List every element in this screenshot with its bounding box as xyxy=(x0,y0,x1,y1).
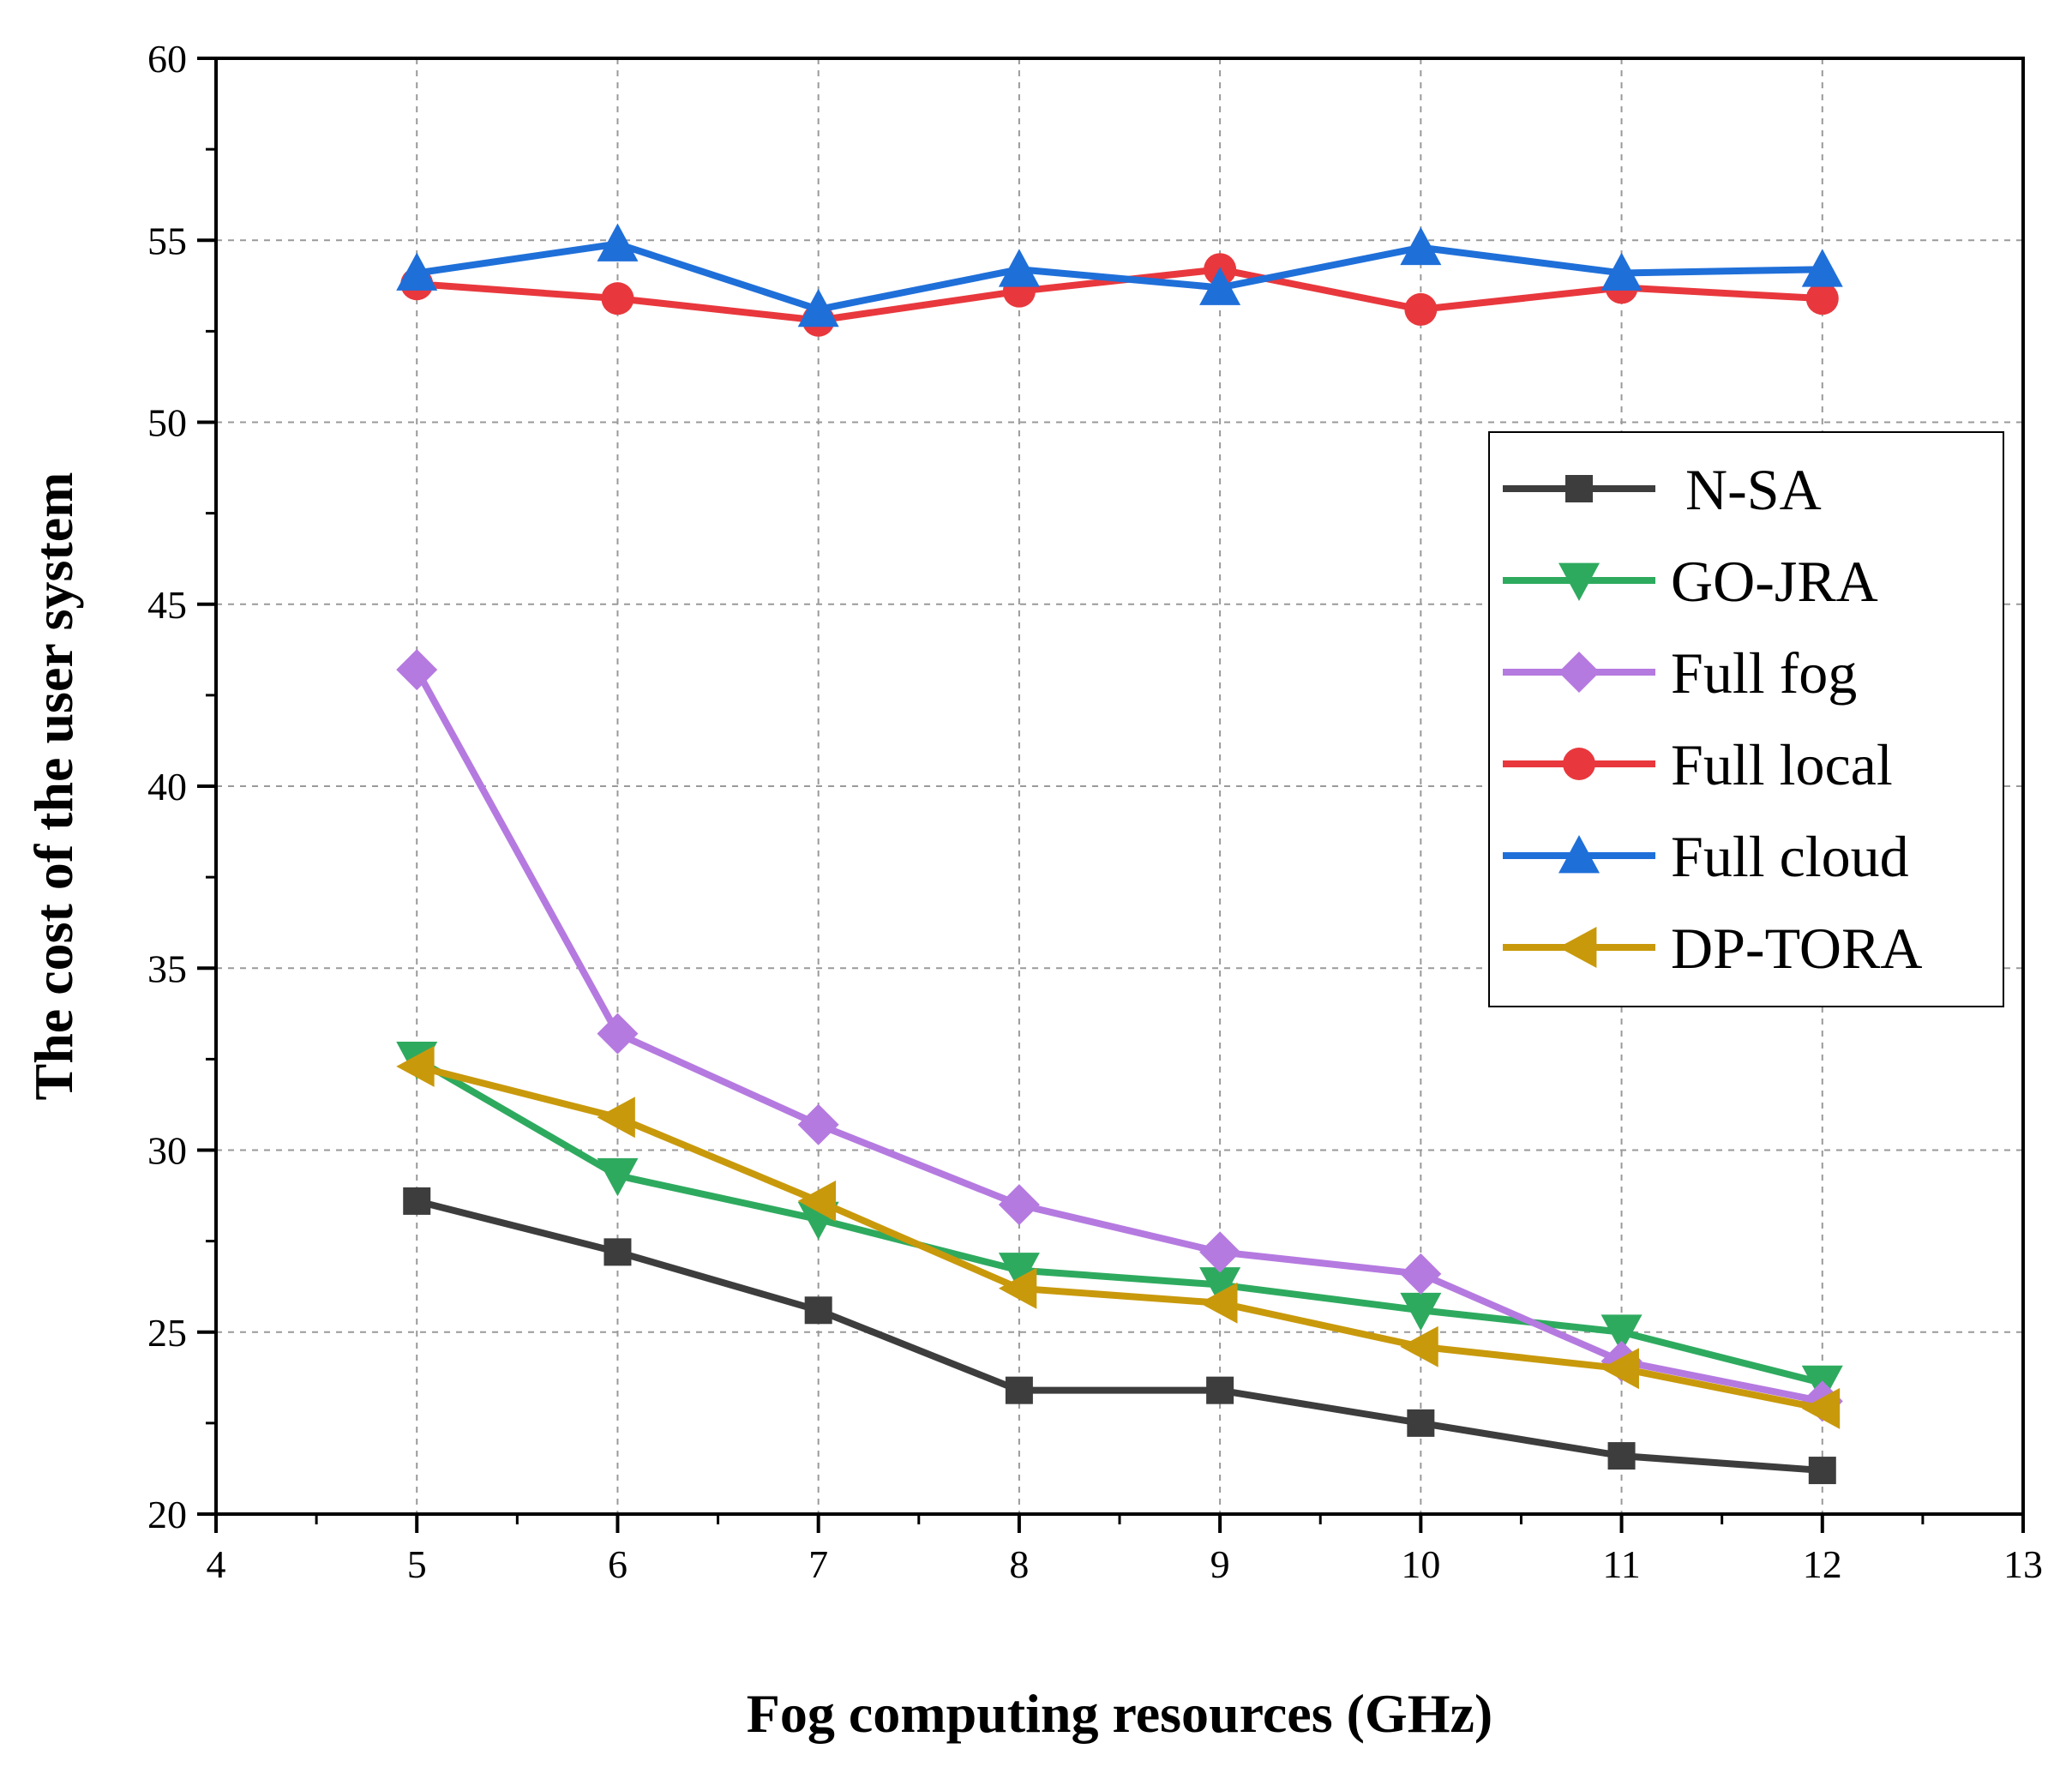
data-point-full-cloud xyxy=(998,249,1040,287)
x-tick-label: 7 xyxy=(808,1542,828,1586)
data-point-go-jra xyxy=(998,1253,1040,1291)
series-n-sa xyxy=(403,1187,1836,1485)
data-point-n-sa xyxy=(1607,1442,1636,1470)
data-point-full-local xyxy=(601,282,634,316)
x-tick-label: 9 xyxy=(1210,1542,1230,1586)
legend-marker-full-fog xyxy=(1559,652,1600,693)
data-point-dp-tora xyxy=(396,1045,435,1087)
y-tick-label: 35 xyxy=(147,947,187,990)
series-line-dp-tora xyxy=(416,1062,1823,1412)
data-point-n-sa xyxy=(604,1238,632,1266)
data-point-full-fog xyxy=(597,1013,639,1055)
y-tick-label: 50 xyxy=(147,401,187,445)
data-point-dp-tora xyxy=(1400,1325,1438,1367)
legend-label: Full local xyxy=(1671,732,1893,797)
y-tick-label: 30 xyxy=(147,1129,187,1173)
legend-label: N-SA xyxy=(1671,457,1822,522)
data-point-n-sa xyxy=(804,1296,832,1325)
series-line-go-jra xyxy=(415,1055,1823,1387)
x-tick-label: 6 xyxy=(608,1542,628,1586)
x-tick-label: 8 xyxy=(1009,1542,1029,1586)
data-point-full-cloud xyxy=(1801,249,1843,287)
data-point-full-cloud xyxy=(396,252,438,291)
x-tick-label: 10 xyxy=(1401,1542,1440,1586)
series-line-n-sa xyxy=(416,1198,1823,1475)
series-full-cloud xyxy=(396,223,1843,328)
legend-marker-full-cloud xyxy=(1559,835,1600,874)
data-point-dp-tora xyxy=(998,1267,1037,1309)
data-point-dp-tora xyxy=(1199,1282,1238,1324)
data-point-go-jra xyxy=(1400,1292,1442,1331)
legend-item-n-sa: N-SA xyxy=(1503,457,1822,522)
data-point-n-sa xyxy=(1808,1457,1836,1485)
data-point-go-jra xyxy=(1601,1314,1643,1353)
data-point-full-fog xyxy=(797,1103,839,1145)
x-axis-title: Fog computing resources (GHz) xyxy=(747,1683,1492,1744)
data-point-dp-tora xyxy=(1601,1348,1639,1390)
y-tick-label: 20 xyxy=(147,1493,187,1536)
data-point-full-cloud xyxy=(1199,267,1241,305)
x-tick-label: 11 xyxy=(1602,1542,1640,1586)
data-point-full-fog xyxy=(1400,1253,1442,1295)
axis-ticks xyxy=(197,57,2025,1533)
legend-item-full-local: Full local xyxy=(1503,732,1893,797)
series-layer xyxy=(396,223,1843,1485)
legend-item-dp-tora: DP-TORA xyxy=(1503,916,1922,981)
legend-item-full-fog: Full fog xyxy=(1503,640,1857,706)
legend-item-go-jra: GO-JRA xyxy=(1503,549,1878,614)
x-tick-label: 4 xyxy=(207,1542,226,1586)
series-line-full-fog xyxy=(413,668,1823,1405)
data-point-full-fog xyxy=(998,1184,1040,1226)
y-tick-label: 60 xyxy=(147,37,187,81)
legend-marker-dp-tora xyxy=(1559,927,1597,968)
data-point-go-jra xyxy=(1199,1267,1241,1306)
x-tick-label: 5 xyxy=(407,1542,427,1586)
legend-box xyxy=(1488,431,2004,1007)
data-point-dp-tora xyxy=(597,1097,635,1139)
data-point-n-sa xyxy=(1407,1409,1435,1437)
legend-marker-full-local xyxy=(1563,748,1595,780)
y-tick-label: 55 xyxy=(147,219,187,262)
legend-label: DP-TORA xyxy=(1671,916,1922,981)
data-point-full-local xyxy=(1805,282,1839,316)
series-line-full-cloud xyxy=(416,240,1823,313)
data-point-full-local xyxy=(1404,292,1438,326)
data-point-full-cloud xyxy=(1601,252,1643,291)
data-point-full-cloud xyxy=(597,223,639,261)
data-point-full-cloud xyxy=(1400,226,1442,266)
series-dp-tora xyxy=(396,1045,1841,1429)
legend: N-SA GO-JRA Full fog Full local Full cloud DP… xyxy=(1488,431,2004,1007)
legend-label: Full cloud xyxy=(1671,824,1909,889)
y-axis-title: The cost of the user system xyxy=(23,472,84,1101)
data-point-n-sa xyxy=(1206,1376,1234,1404)
data-point-dp-tora xyxy=(1801,1387,1841,1429)
data-point-go-jra xyxy=(597,1157,639,1197)
data-point-full-fog xyxy=(1199,1231,1241,1273)
legend-marker-go-jra xyxy=(1559,562,1600,601)
y-tick-label: 25 xyxy=(147,1311,187,1355)
y-tick-label: 45 xyxy=(147,583,187,627)
legend-marker-n-sa xyxy=(1565,475,1593,502)
data-point-full-cloud xyxy=(797,288,839,328)
legend-label: GO-JRA xyxy=(1671,549,1878,614)
legend-label: Full fog xyxy=(1671,640,1857,706)
data-point-full-fog xyxy=(396,649,438,691)
plot-frame xyxy=(214,57,2025,1516)
y-tick-label: 40 xyxy=(147,765,187,808)
legend-item-full-cloud: Full cloud xyxy=(1503,824,1909,889)
data-point-dp-tora xyxy=(797,1180,837,1222)
data-point-n-sa xyxy=(1005,1376,1033,1404)
x-tick-label: 12 xyxy=(1803,1542,1842,1586)
x-tick-label: 13 xyxy=(2003,1542,2043,1586)
data-point-n-sa xyxy=(403,1187,431,1215)
